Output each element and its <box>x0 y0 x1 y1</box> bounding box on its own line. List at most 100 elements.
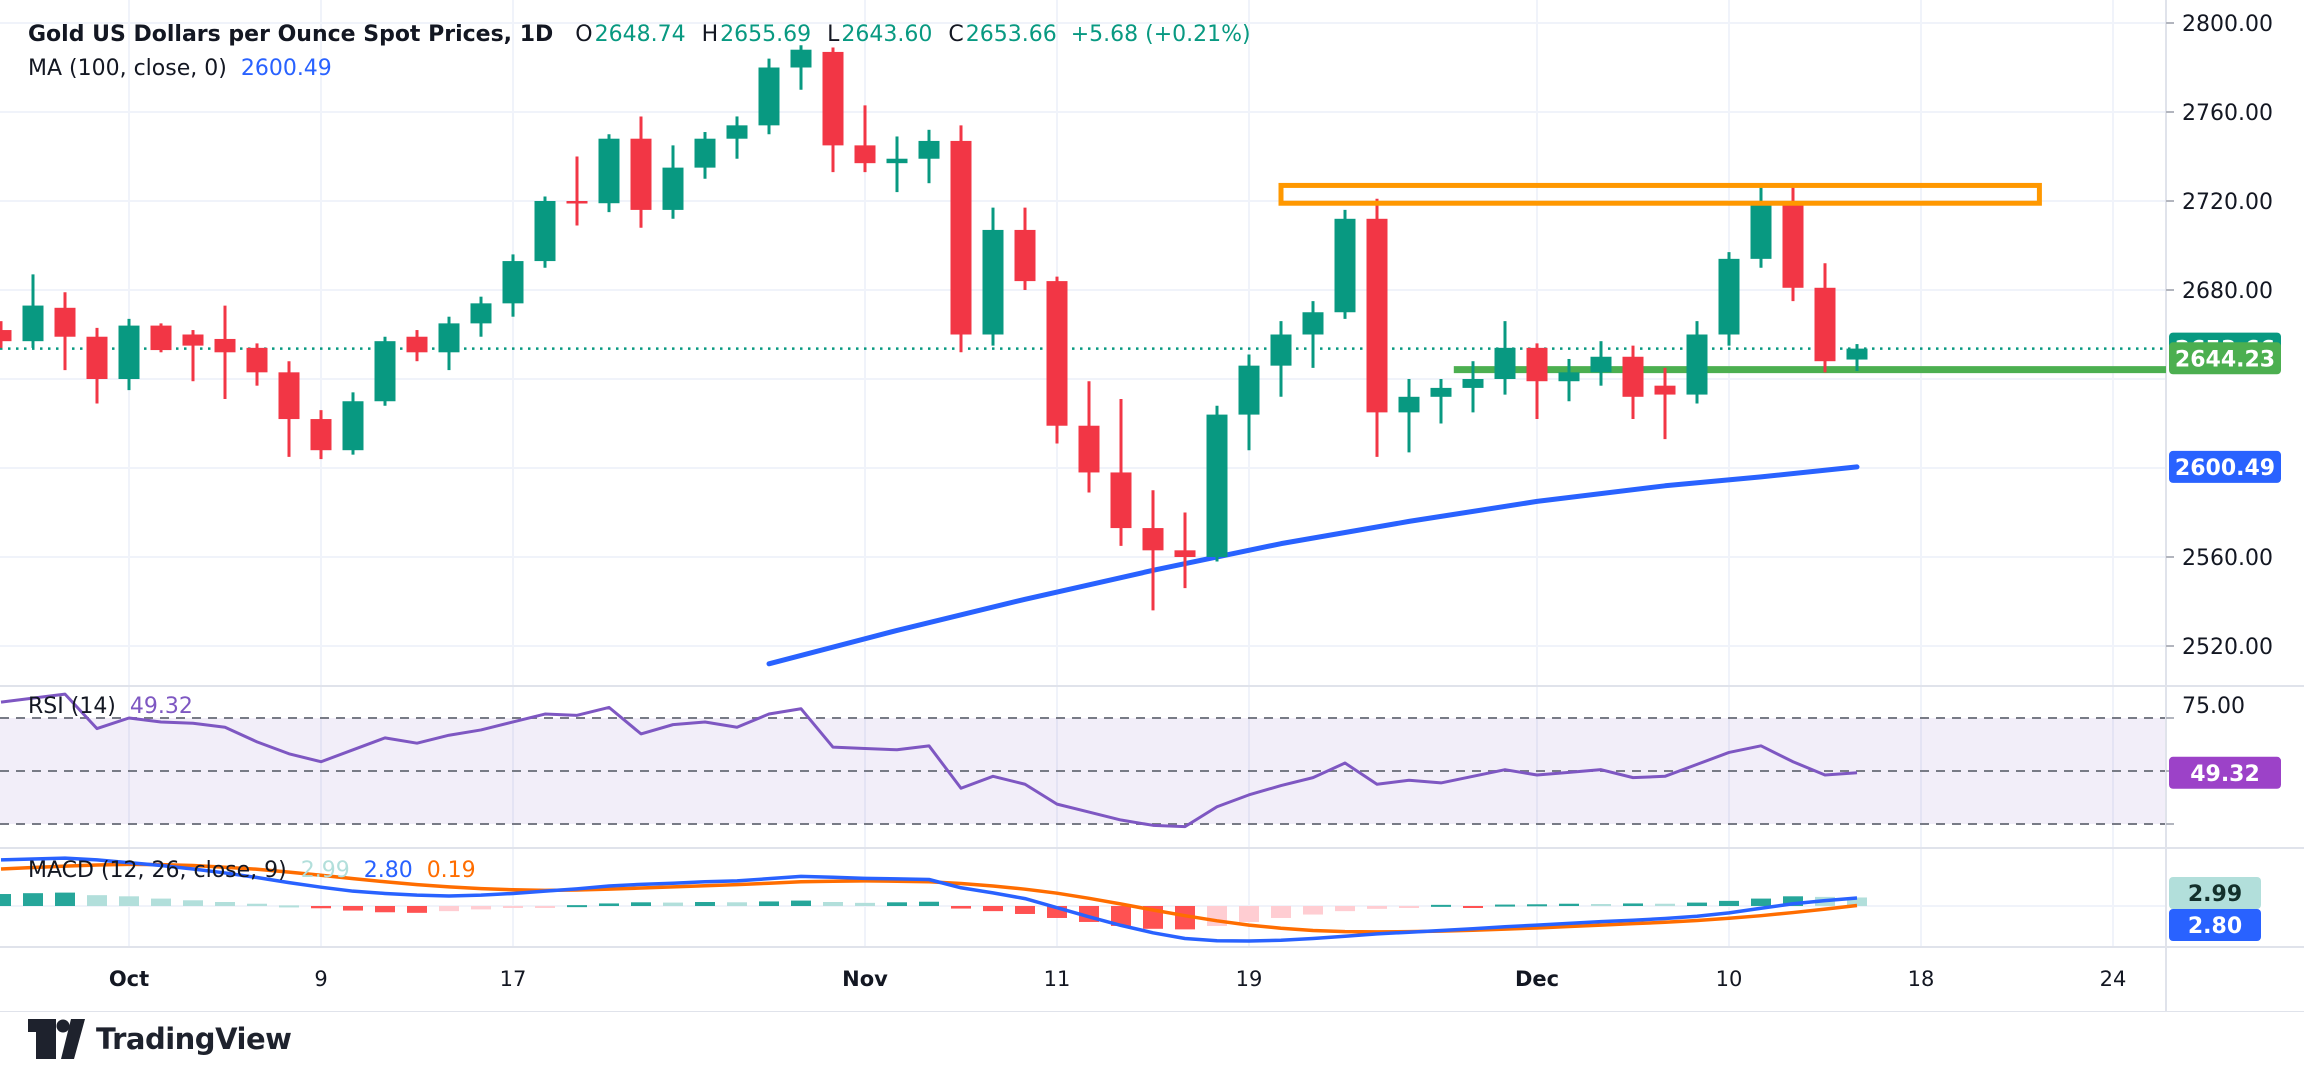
candle-body <box>1110 472 1132 529</box>
macd-signal-line <box>0 862 1858 934</box>
macd-histogram-bar <box>919 901 939 906</box>
candle-body <box>1782 205 1804 288</box>
macd-histogram-bar <box>1175 906 1195 930</box>
open-label: O <box>575 22 593 47</box>
macd-histogram-bar <box>183 900 203 906</box>
low-value: 2643.60 <box>841 22 933 47</box>
candle-body <box>1334 218 1356 313</box>
candle-body <box>1206 414 1228 557</box>
macd-histogram-bar <box>1047 906 1067 918</box>
macd-histogram-bar <box>1591 904 1611 907</box>
support-level-badge-text: 2644.23 <box>2175 347 2275 372</box>
candle-body <box>406 336 428 353</box>
high-value: 2655.69 <box>720 22 812 47</box>
candle-body <box>1526 347 1548 382</box>
candle-body <box>1430 387 1452 397</box>
macd-histogram-bar <box>855 902 875 906</box>
candle-body <box>1494 347 1516 379</box>
time-axis-label: 11 <box>1044 967 1071 991</box>
macd-histogram-bar <box>1847 897 1867 906</box>
macd-histogram-bar <box>1751 898 1771 906</box>
macd-histogram-bar <box>1335 906 1355 912</box>
candle-body <box>54 307 76 337</box>
macd-histogram-bar <box>1431 904 1451 907</box>
candle-body <box>982 229 1004 335</box>
tradingview-logo-icon <box>28 1019 85 1059</box>
macd-histogram-bar <box>1559 903 1579 906</box>
time-axis-label: 18 <box>1908 967 1935 991</box>
candle-body <box>950 140 972 335</box>
macd-histogram-bar <box>1303 906 1323 915</box>
candle-body <box>1078 425 1100 473</box>
rsi-value: 49.32 <box>129 694 193 719</box>
resistance-zone-box[interactable] <box>1278 182 2042 206</box>
macd-histogram-bar <box>599 903 619 906</box>
macd-histogram-bar <box>1527 904 1547 907</box>
high-label: H <box>701 22 719 47</box>
macd-histogram-bar <box>1719 900 1739 906</box>
macd-histogram-bar <box>343 906 363 911</box>
symbol-legend[interactable]: Gold US Dollars per Ounce Spot Prices, 1… <box>28 22 1251 48</box>
candle-body <box>566 201 588 204</box>
price-axis-label: 2800.00 <box>2182 12 2273 37</box>
candle-body <box>278 372 300 420</box>
candle-body <box>1654 385 1676 395</box>
candle-body <box>662 167 684 210</box>
close-label: C <box>948 22 964 47</box>
candle-body <box>438 323 460 353</box>
open-value: 2648.74 <box>594 22 686 47</box>
macd-histogram-bar <box>567 905 587 908</box>
macd-histogram-bar <box>1239 906 1259 922</box>
candle-body <box>918 140 940 159</box>
time-axis-label: Oct <box>109 967 149 991</box>
macd-histogram-bar <box>503 906 523 908</box>
macd-histogram-bar <box>1687 902 1707 906</box>
price-axis-label: 2760.00 <box>2182 101 2273 126</box>
candle-body <box>374 341 396 402</box>
macd-histogram-bar <box>983 906 1003 912</box>
low-label: L <box>827 22 840 47</box>
macd-histogram-bar <box>0 894 11 906</box>
macd-histogram-bar <box>375 906 395 913</box>
macd-hist-badge-text: 2.99 <box>2188 882 2242 907</box>
rsi-label: RSI (14) <box>28 694 116 719</box>
time-axis-label: 9 <box>314 967 327 991</box>
macd-histogram-bar <box>1367 906 1387 909</box>
candle-body <box>886 158 908 164</box>
macd-hist-badge <box>2169 877 2261 909</box>
candle-body <box>1046 281 1068 426</box>
candle-body <box>182 334 204 346</box>
ma-legend[interactable]: MA (100, close, 0) 2600.49 <box>28 56 332 82</box>
support-level-badge <box>2169 342 2281 375</box>
macd-histogram-bar <box>823 902 843 906</box>
time-axis-label: 19 <box>1236 967 1263 991</box>
time-axis-label: Nov <box>842 967 888 991</box>
candle-body <box>790 49 812 68</box>
candle-body <box>1366 218 1388 413</box>
macd-histogram-bar <box>1623 903 1643 906</box>
change-value: +5.68 (+0.21%) <box>1070 22 1251 47</box>
macd-line <box>0 856 1858 943</box>
time-axis-label: 24 <box>2100 967 2127 991</box>
chart-canvas[interactable]: 2800.00 2760.00 2720.00 2680.00 2560.00 2520.… <box>0 0 2304 1013</box>
macd-histogram-bar <box>727 902 747 906</box>
candle-body <box>22 305 44 342</box>
candle-body <box>1014 229 1036 282</box>
tradingview-wordmark: TradingView <box>96 1022 292 1056</box>
tradingview-logo[interactable]: TradingView <box>28 1019 292 1059</box>
candle-body <box>1686 334 1708 395</box>
candle-body <box>502 261 524 304</box>
macd-histogram-bar <box>535 906 555 908</box>
macd-histogram-bar <box>55 892 75 906</box>
candle-body <box>1846 348 1868 360</box>
candle-body <box>1750 205 1772 259</box>
macd-histogram-bar <box>471 906 491 910</box>
candle-body <box>246 347 268 373</box>
macd-histogram-bar <box>791 900 811 906</box>
rsi-legend[interactable]: RSI (14) 49.32 <box>28 694 193 720</box>
macd-legend[interactable]: MACD (12, 26, close, 9) 2.99 2.80 0.19 <box>28 858 476 884</box>
macd-histogram-bar <box>151 898 171 906</box>
macd-histogram-bar <box>439 906 459 912</box>
candle-body <box>342 401 364 451</box>
candle-body <box>310 419 332 451</box>
